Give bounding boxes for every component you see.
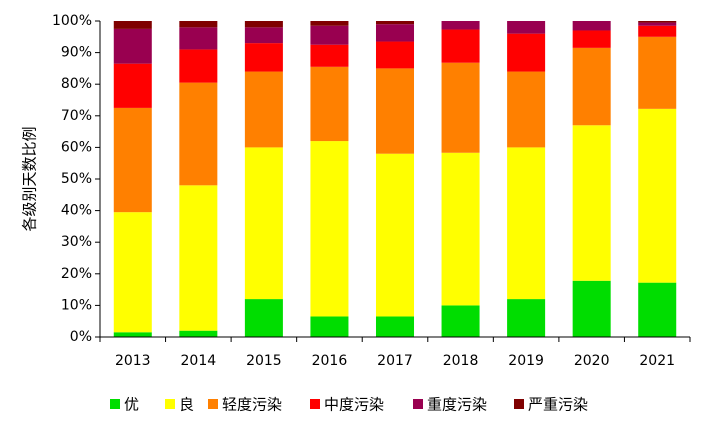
bar-segment-2015-2 [244, 71, 283, 148]
bar-segment-2016-4 [310, 25, 349, 45]
bar-segment-2013-5 [113, 21, 152, 29]
bar-segment-2013-3 [113, 63, 152, 108]
bar-segment-2018-2 [441, 62, 480, 153]
bar-segment-2017-2 [375, 68, 415, 154]
bar-segment-2017-0 [375, 316, 415, 337]
y-tick-label: 70% [61, 108, 92, 124]
legend-label: 中度污染 [324, 396, 384, 414]
bar-segment-2016-5 [310, 21, 349, 26]
bar-segment-2017-4 [375, 24, 415, 42]
bar-segment-2020-2 [572, 47, 611, 126]
bar-segment-2015-5 [244, 21, 283, 28]
legend-swatch [165, 399, 175, 409]
bar-segment-2018-1 [441, 152, 480, 306]
y-tick-label: 90% [61, 45, 92, 61]
y-tick-label: 50% [61, 171, 92, 187]
plot-area [113, 21, 677, 337]
bar-segment-2018-4 [441, 21, 480, 30]
x-tick-label: 2014 [181, 353, 217, 369]
x-tick-label: 2021 [639, 353, 675, 369]
bar-segment-2020-1 [572, 125, 611, 281]
x-tick-label: 2019 [508, 353, 544, 369]
x-tick-label: 2015 [246, 353, 282, 369]
bar-segment-2021-3 [638, 25, 677, 37]
y-axis-title: 各级别天数比例 [21, 126, 39, 231]
y-axis: 0% 10% 20% 30% 40% 50% 60% 70% 80% 90% 100% [52, 13, 101, 345]
bar-segment-2014-5 [179, 21, 218, 28]
legend-swatch [110, 399, 120, 409]
bar-segment-2021-5 [638, 21, 677, 23]
bar-segment-2016-2 [310, 66, 349, 142]
x-tick-label: 2013 [115, 353, 151, 369]
bar-segment-2015-1 [244, 147, 283, 300]
bar-segment-2021-1 [638, 108, 677, 283]
legend-label: 优 [124, 396, 139, 414]
y-tick-label: 100% [52, 13, 92, 29]
bar-segment-2014-2 [179, 82, 218, 186]
bar-segment-2019-0 [507, 299, 546, 337]
x-tick-label: 2020 [574, 353, 610, 369]
bar-segment-2021-0 [638, 282, 677, 337]
y-tick-label: 40% [61, 203, 92, 219]
legend-label: 严重污染 [528, 396, 588, 414]
bar-segment-2018-3 [441, 29, 480, 63]
x-tick-label: 2017 [377, 353, 413, 369]
bar-segment-2014-3 [179, 49, 218, 83]
bar-segment-2019-1 [507, 147, 546, 300]
y-tick-label: 30% [61, 234, 92, 250]
bar-segment-2017-1 [375, 153, 415, 317]
y-tick-label: 60% [61, 139, 92, 155]
bar-segment-2018-0 [441, 305, 480, 337]
bar-segment-2019-3 [507, 33, 546, 72]
bar-segment-2017-3 [375, 41, 415, 69]
bar-segment-2014-0 [179, 330, 218, 337]
bar-segment-2020-4 [572, 21, 611, 31]
bar-segment-2013-1 [113, 212, 152, 333]
bar-segment-2014-4 [179, 27, 218, 50]
legend-swatch [413, 399, 423, 409]
bar-segment-2016-3 [310, 44, 349, 67]
bar-segment-2019-4 [507, 21, 546, 34]
bar-segment-2015-3 [244, 43, 283, 72]
x-axis: 2013 2014 2015 2016 2017 2018 2019 2020 2021 [99, 336, 691, 369]
bar-segment-2015-4 [244, 27, 283, 44]
x-tick-label: 2016 [312, 353, 348, 369]
legend-swatch [310, 399, 320, 409]
bar-segment-2021-4 [638, 22, 677, 26]
legend-swatch [514, 399, 524, 409]
y-tick-label: 80% [61, 76, 92, 92]
bar-segment-2013-4 [113, 28, 152, 64]
bar-segment-2021-2 [638, 36, 677, 109]
legend-swatch [208, 399, 218, 409]
bar-segment-2013-0 [113, 332, 152, 337]
y-tick-label: 10% [61, 297, 92, 313]
bar-segment-2020-3 [572, 30, 611, 48]
bar-segment-2020-0 [572, 280, 611, 337]
bar-segment-2014-1 [179, 185, 218, 331]
y-tick-label: 0% [70, 329, 92, 345]
bar-segment-2017-5 [375, 21, 415, 25]
legend: 优 良 轻度污染 中度污染 重度污染 严重污染 [110, 396, 588, 414]
bar-segment-2016-1 [310, 141, 349, 317]
y-tick-label: 20% [61, 266, 92, 282]
bar-segment-2019-2 [507, 71, 546, 148]
bar-segment-2013-2 [113, 107, 152, 213]
legend-label: 重度污染 [427, 396, 487, 414]
legend-label: 轻度污染 [222, 396, 282, 414]
bar-segment-2015-0 [244, 299, 283, 337]
legend-label: 良 [179, 396, 194, 414]
x-tick-label: 2018 [443, 353, 479, 369]
bar-segment-2016-0 [310, 316, 349, 337]
